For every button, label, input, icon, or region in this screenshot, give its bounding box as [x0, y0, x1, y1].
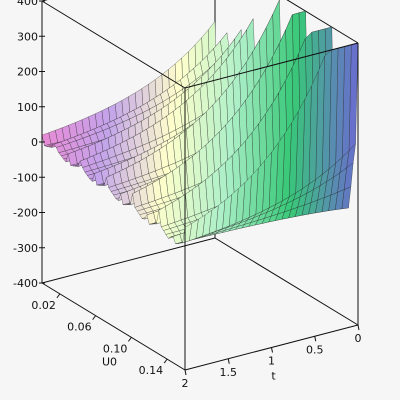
box-bottom-back-left: [41, 237, 216, 284]
t-tick-mark: [357, 324, 360, 331]
z-tick-label: -100: [13, 171, 38, 184]
t-tick-label: 1.5: [220, 366, 238, 379]
t-tick-mark: [271, 347, 273, 353]
box-bottom-front-left: [41, 282, 186, 371]
z-tick-label: -200: [13, 207, 38, 220]
u0-tick-label: 0.02: [31, 299, 56, 312]
u0-tick-label: 0.06: [67, 321, 92, 334]
t-tick-mark: [184, 369, 187, 376]
u0-tick-mark: [92, 315, 97, 320]
z-tick-label: 400: [17, 0, 38, 8]
z-tick-label: -300: [13, 242, 38, 255]
u0-tick-mark: [127, 337, 132, 342]
t-tick-label: 1: [268, 355, 275, 368]
t-tick-label: 2: [182, 377, 189, 390]
z-tick-label: 100: [17, 101, 38, 114]
z-tick-label: 200: [17, 66, 38, 79]
t-tick-label: 0.5: [306, 343, 324, 356]
z-tick-label: 300: [17, 30, 38, 43]
z-tick-label: 0: [31, 136, 38, 149]
u0-tick-label: 0.10: [103, 342, 128, 355]
t-tick-label: 0: [355, 332, 362, 345]
t-tick-mark: [314, 336, 317, 342]
u0-tick-label: 0.14: [139, 364, 164, 377]
u0-tick-mark: [56, 293, 61, 299]
box-bottom-back-right: [214, 237, 359, 326]
u0-tick-mark: [163, 358, 168, 364]
t-axis-title: t: [271, 370, 276, 383]
box-top-back-right: [286, 0, 359, 44]
box-top-back-left: [41, 0, 48, 2]
z-tick-label: -400: [13, 277, 38, 290]
box-top-front-left: [41, 0, 186, 89]
u0-axis-title: U0: [102, 356, 117, 369]
t-tick-mark: [227, 358, 230, 364]
box-top-front-right: [184, 42, 359, 89]
